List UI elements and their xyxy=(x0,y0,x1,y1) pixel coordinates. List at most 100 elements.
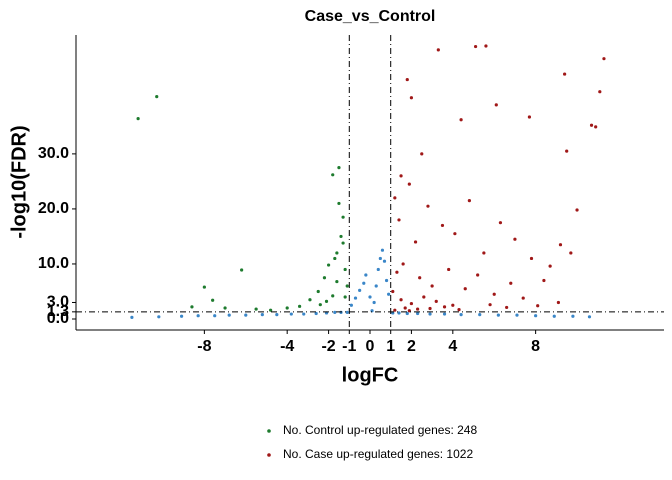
point xyxy=(343,295,347,299)
point xyxy=(211,298,215,302)
point xyxy=(515,313,519,317)
point xyxy=(345,310,349,314)
point xyxy=(527,115,532,119)
point xyxy=(529,256,534,261)
point xyxy=(457,308,461,312)
point xyxy=(459,118,463,122)
point xyxy=(399,174,403,178)
point xyxy=(488,303,492,307)
point xyxy=(401,262,405,266)
point xyxy=(269,308,273,312)
point xyxy=(343,267,347,272)
point xyxy=(542,278,546,283)
point xyxy=(393,308,397,312)
point xyxy=(275,312,279,317)
point xyxy=(589,123,594,127)
x-tick-label: 4 xyxy=(448,338,457,355)
point xyxy=(536,304,540,308)
point xyxy=(397,311,401,315)
point xyxy=(314,311,318,316)
point xyxy=(378,256,382,261)
point xyxy=(326,263,331,267)
point xyxy=(353,296,358,300)
point xyxy=(569,251,573,255)
point xyxy=(494,103,498,107)
point xyxy=(337,201,341,206)
point xyxy=(345,284,349,288)
point xyxy=(136,117,140,121)
legend-marker xyxy=(267,429,271,433)
point xyxy=(409,301,414,306)
point xyxy=(244,313,248,317)
point xyxy=(571,314,575,318)
point xyxy=(316,289,320,294)
point xyxy=(476,273,480,277)
point xyxy=(380,248,385,252)
point xyxy=(563,72,567,76)
y-tick-label: 1.3 xyxy=(47,303,69,320)
point xyxy=(349,303,353,307)
point xyxy=(473,44,478,49)
point xyxy=(434,299,438,303)
point xyxy=(368,295,372,299)
point xyxy=(335,279,339,284)
point xyxy=(482,251,486,255)
point xyxy=(260,312,264,317)
point xyxy=(372,300,376,305)
point xyxy=(587,315,592,319)
point xyxy=(370,309,374,313)
point xyxy=(341,241,345,245)
point xyxy=(436,48,440,52)
point xyxy=(318,303,322,307)
point xyxy=(387,292,391,296)
x-tick-label: 0 xyxy=(366,338,375,355)
point xyxy=(289,312,293,316)
point xyxy=(428,312,432,316)
point xyxy=(302,312,306,316)
point xyxy=(509,281,513,285)
point xyxy=(426,204,430,208)
x-tick-label: -4 xyxy=(280,338,294,355)
point xyxy=(447,267,451,272)
point xyxy=(492,292,496,296)
point xyxy=(442,305,447,309)
point xyxy=(467,199,471,203)
point xyxy=(155,95,159,99)
point xyxy=(442,312,447,316)
point xyxy=(254,307,258,311)
point xyxy=(324,299,329,303)
point xyxy=(190,305,194,309)
point xyxy=(285,306,289,310)
point xyxy=(463,287,467,291)
point xyxy=(322,276,327,280)
point xyxy=(478,312,482,317)
x-tick-label: 2 xyxy=(407,338,416,355)
point xyxy=(308,298,312,302)
point xyxy=(505,305,509,310)
point xyxy=(382,259,387,263)
point xyxy=(335,251,339,255)
point xyxy=(358,288,362,292)
point xyxy=(440,223,445,228)
point xyxy=(484,44,488,48)
point xyxy=(565,149,569,153)
point xyxy=(298,304,302,308)
chart-title: Case_vs_Control xyxy=(305,8,436,25)
point xyxy=(362,281,366,285)
point xyxy=(407,182,411,186)
point xyxy=(196,314,200,318)
point xyxy=(333,256,337,261)
point xyxy=(496,313,500,317)
point xyxy=(416,307,420,311)
x-tick-label: -8 xyxy=(197,338,211,355)
point xyxy=(418,276,422,280)
point xyxy=(409,96,414,100)
point xyxy=(413,240,418,244)
point xyxy=(416,311,420,316)
y-tick-label: 30.0 xyxy=(38,145,69,162)
point xyxy=(430,284,434,288)
point xyxy=(364,273,368,277)
point xyxy=(395,270,399,274)
x-axis-label: logFC xyxy=(342,364,399,386)
point xyxy=(391,289,395,294)
